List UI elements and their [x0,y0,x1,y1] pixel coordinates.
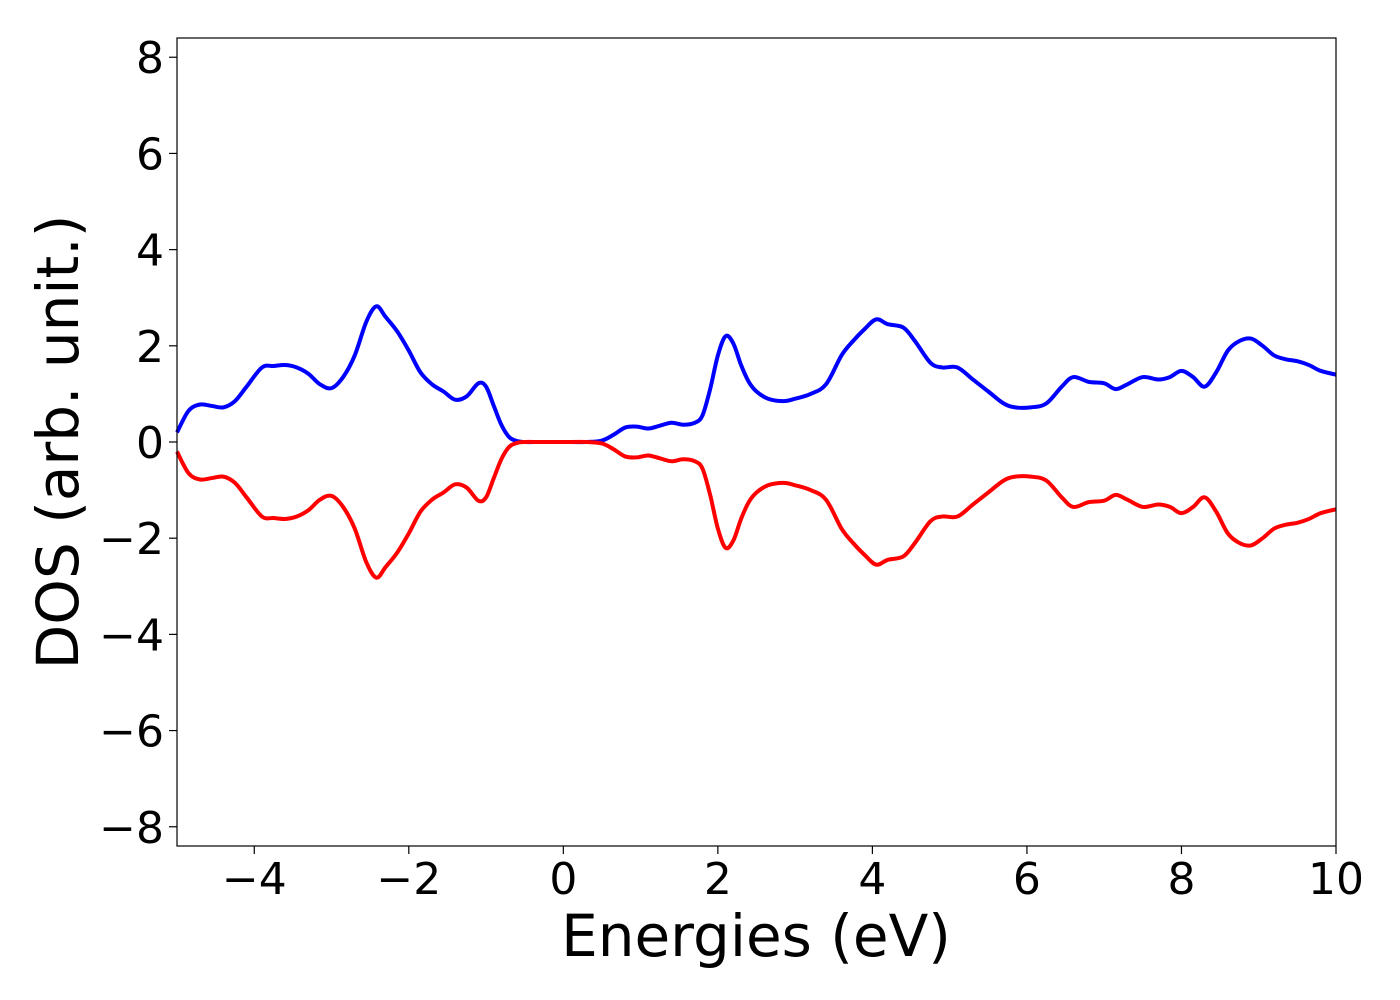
y-tick-label: 8 [136,33,164,84]
y-axis: −8 −6 −4 −2 0 2 4 6 8 [99,33,177,854]
y-tick-label: −2 [99,514,164,565]
x-tick-label: 6 [1013,854,1041,905]
x-axis: −4 −2 0 2 4 6 8 10 [222,846,1364,905]
series-line-0 [175,304,1337,445]
x-tick-label: 8 [1167,854,1195,905]
x-tick-label: 0 [549,854,577,905]
y-tick-label: −6 [99,707,164,758]
series-line-1 [175,439,1337,580]
x-tick-label: 10 [1308,854,1364,905]
x-tick-label: 2 [704,854,732,905]
y-tick-label: −4 [99,610,164,661]
y-tick-label: 4 [136,226,164,277]
y-tick-label: 6 [136,129,164,180]
y-tick-label: 0 [136,418,164,469]
y-axis-label: DOS (arb. unit.) [24,215,92,670]
x-axis-label: Energies (eV) [561,902,951,970]
x-tick-label: −2 [376,854,441,905]
y-tick-label: 2 [136,322,164,373]
x-tick-label: 4 [858,854,886,905]
x-tick-label: −4 [222,854,287,905]
series-layer [175,304,1337,580]
y-tick-label: −8 [99,803,164,854]
